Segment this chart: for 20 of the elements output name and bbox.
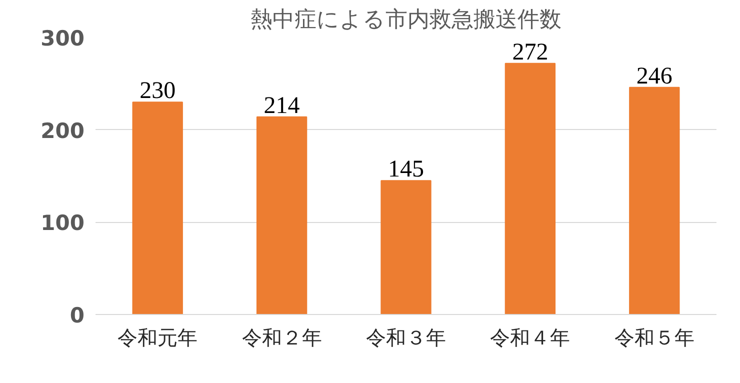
y-tick-label: 100 [40,211,85,236]
x-tick-label: 令和４年 [490,326,570,350]
x-tick-label: 令和２年 [242,326,322,350]
x-tick-label: 令和３年 [366,326,446,350]
data-label: 246 [636,63,672,90]
bar [132,102,183,314]
bar [380,180,432,314]
y-tick-label: 200 [40,118,85,143]
bar [256,116,308,314]
bar [629,86,680,314]
data-label: 214 [264,92,300,119]
x-tick-label: 令和元年 [118,326,198,350]
data-label: 230 [140,78,176,104]
x-tick-label: 令和５年 [614,326,694,350]
data-label: 272 [512,39,548,66]
bar [504,62,556,314]
data-label: 145 [388,156,424,183]
y-tick-label: 300 [40,26,85,50]
y-tick-label: 0 [70,304,85,328]
chart-title: 熱中症による市内救急搬送件数 [250,8,562,32]
